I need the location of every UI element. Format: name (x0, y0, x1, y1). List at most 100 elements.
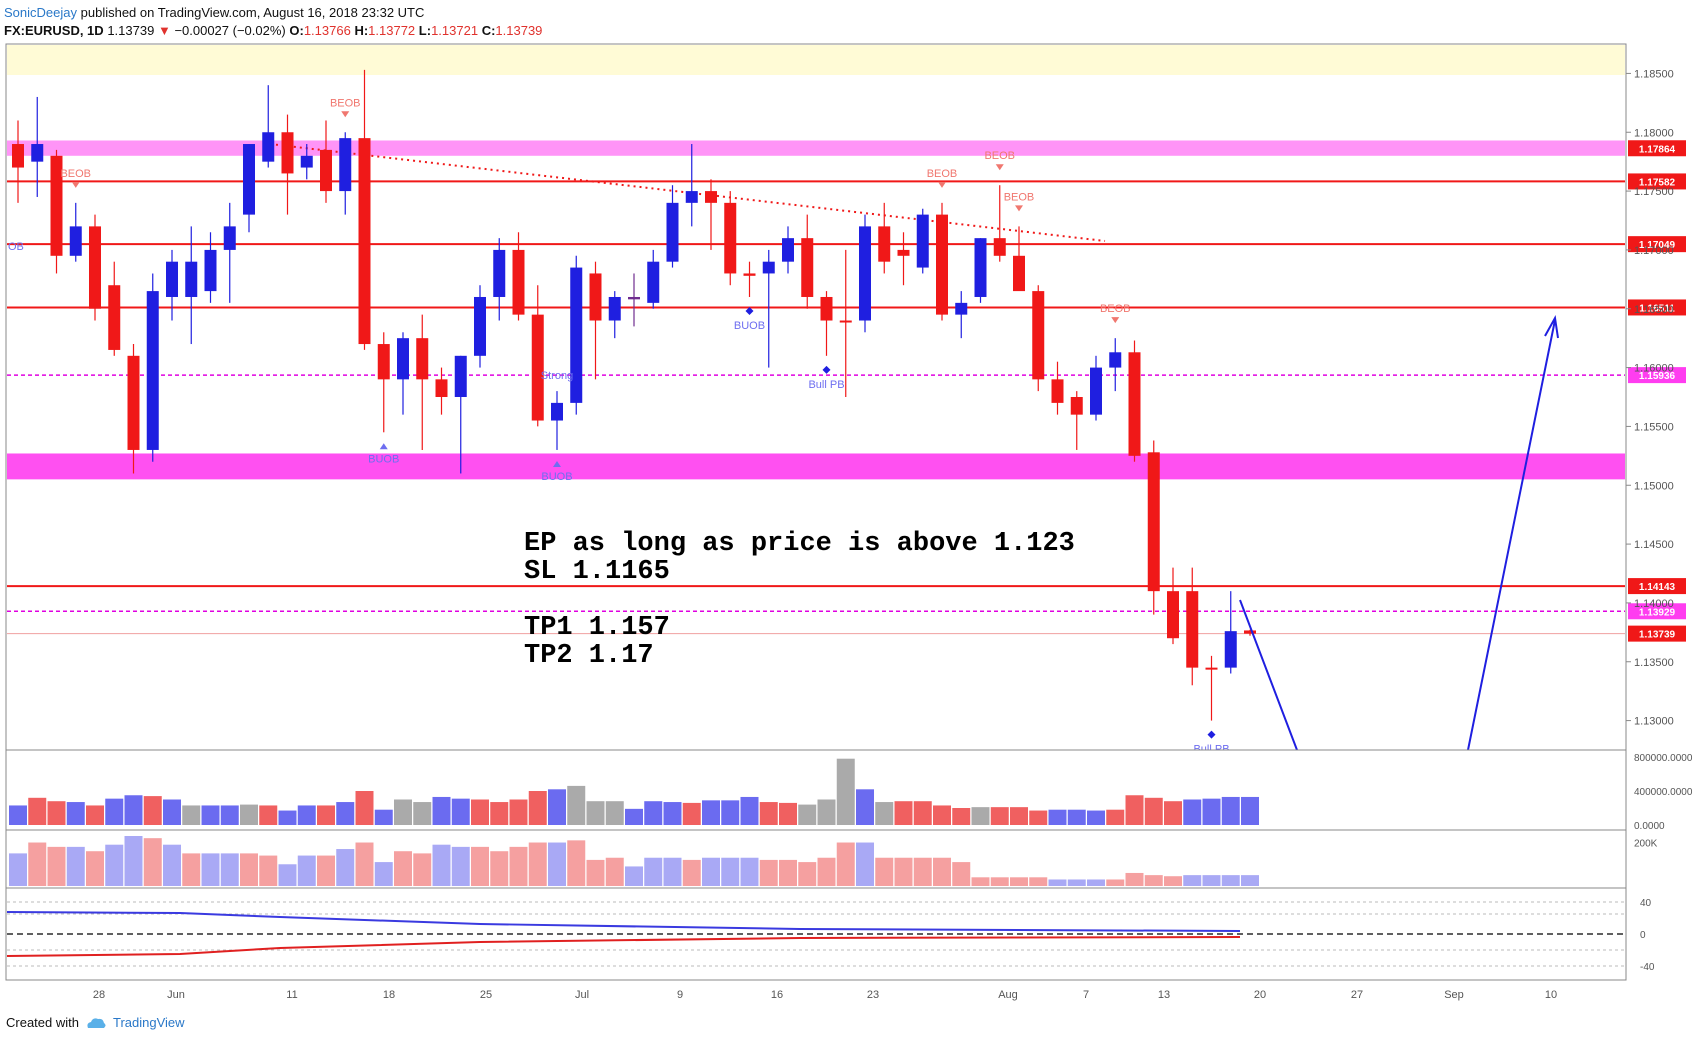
osc-bar (201, 853, 220, 886)
volume-bar (1067, 809, 1086, 825)
volume-bar (702, 800, 720, 825)
tradingview-brand[interactable]: TradingView (112, 1015, 185, 1030)
candle-body (705, 191, 717, 203)
candle-body (570, 267, 583, 403)
osc-bar (605, 857, 624, 886)
author-link[interactable]: SonicDeejay (4, 5, 77, 20)
volume-bar (66, 802, 85, 825)
volume-bar (1106, 809, 1125, 825)
candle-body (685, 191, 698, 203)
price-chart[interactable]: BEOB BEOB BUOB BUOB Strong BUOB Bull PB BEOB BEO… (0, 0, 1708, 1010)
candle-body (300, 155, 313, 168)
signal-label: Bull PB (808, 379, 844, 391)
volume-bar (663, 802, 682, 825)
support-zone (7, 140, 1625, 156)
volume-bar (1183, 799, 1202, 825)
volume-bar (798, 804, 817, 825)
price-tick-label: 1.18500 (1634, 68, 1674, 80)
projection-path (1239, 319, 1556, 751)
candle-body (89, 226, 101, 309)
osc-bar (1241, 875, 1259, 886)
candle-body (743, 273, 756, 276)
signal-label: BEOB (1100, 303, 1131, 315)
signal-label: BEOB (330, 97, 361, 109)
candle-body (69, 226, 82, 256)
diamond-icon (822, 365, 831, 374)
osc-bar (952, 862, 971, 886)
candle-body (608, 296, 621, 321)
candle-body (1013, 255, 1025, 292)
candle-body (204, 249, 217, 292)
open-label: O: (289, 23, 304, 38)
osc-bar (644, 857, 663, 886)
volume-bar (933, 805, 951, 825)
osc-bar (105, 844, 124, 886)
candle-body (531, 314, 544, 421)
time-tick-label: Aug (998, 989, 1018, 1001)
volume-bar (374, 809, 393, 825)
signal-label: BUOB (734, 320, 765, 332)
volume-bar (1125, 795, 1144, 825)
candle-body (397, 338, 409, 380)
signal-label: BUOB (368, 453, 399, 465)
time-tick-label: Jul (575, 989, 589, 1001)
volume-bar (1029, 810, 1048, 825)
volume-bar (47, 801, 66, 825)
volume-bar (836, 758, 855, 825)
osc-bar (143, 838, 162, 886)
osc-bar (836, 842, 855, 886)
osc-bar (317, 855, 335, 886)
signal-label: BEOB (927, 168, 958, 180)
candle-body (839, 320, 852, 323)
candle-body (551, 402, 563, 421)
candle-body (1147, 452, 1160, 592)
price-tick-label: 1.13500 (1634, 657, 1674, 669)
volume-bar (990, 807, 1009, 825)
osc-bar (240, 853, 258, 886)
price-tick-label: 1.15500 (1634, 421, 1674, 433)
time-tick-label: Jun (167, 989, 185, 1001)
candle-body (1051, 379, 1064, 403)
signal-label: OB (8, 241, 24, 253)
volume-bar (28, 797, 47, 825)
candle-body (493, 249, 506, 297)
volume-bar (1048, 809, 1067, 825)
price-tick-label: 1.14000 (1634, 598, 1674, 610)
osc-bar (971, 877, 990, 886)
osc-bar (66, 846, 85, 886)
bear-arrow-icon (341, 111, 350, 118)
candle-body (916, 214, 929, 268)
price-tick-label: 1.18000 (1634, 127, 1674, 139)
osc-tick-label: 200K (1634, 839, 1658, 850)
candle-body (666, 202, 679, 262)
candle-body (724, 202, 737, 274)
candle-body (993, 238, 1006, 256)
close-label: C: (481, 23, 496, 38)
osc-bar (471, 846, 489, 886)
osc-bar (702, 857, 720, 886)
down-arrow-icon: ▼ (157, 23, 171, 38)
volume-bar (143, 796, 162, 825)
candle-body (474, 296, 486, 356)
osc-bar (1067, 879, 1086, 886)
osc-bar (163, 844, 181, 886)
signal-label: BEOB (984, 150, 1015, 162)
candle-body (31, 144, 44, 162)
diamond-icon (1207, 730, 1216, 739)
bear-arrow-icon (938, 181, 946, 188)
volume-bar (86, 805, 104, 825)
bear-arrow-icon (995, 164, 1004, 171)
dmi-tick-label: 0 (1640, 930, 1646, 941)
volume-bar (413, 802, 432, 825)
price-tick-label: 1.17500 (1634, 186, 1674, 198)
time-tick-label: 11 (286, 989, 297, 1001)
osc-bar (182, 853, 201, 886)
candle-body (108, 285, 121, 350)
osc-bar (47, 846, 66, 886)
price-tick-label: 1.16000 (1634, 363, 1674, 375)
candle-body (897, 249, 910, 256)
signal-label: BUOB (541, 471, 572, 483)
bear-arrow-icon (71, 181, 80, 188)
osc-bar (759, 859, 778, 886)
candle-body (801, 238, 814, 297)
